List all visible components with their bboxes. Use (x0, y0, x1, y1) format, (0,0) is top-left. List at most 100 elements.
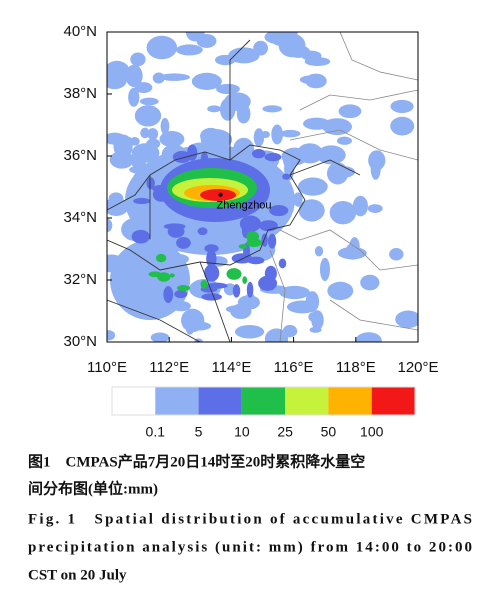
rain-cell (196, 33, 217, 48)
colorbar-box (198, 387, 242, 415)
rain-cell (194, 338, 203, 342)
rain-cell (230, 303, 252, 320)
boundaries (107, 32, 418, 342)
city-label: Zhengzhou (217, 200, 272, 212)
colorbar-label: 5 (195, 424, 203, 440)
rain-cell (327, 281, 354, 301)
rain-cell (262, 105, 283, 113)
y-tick-label: 36°N (63, 147, 97, 164)
caption-en: precipitation analysis (unit: mm) from 1… (28, 539, 472, 555)
rain-cell (304, 57, 331, 66)
x-tick-label: 114°E (211, 359, 251, 376)
rain-cell (329, 200, 357, 225)
rain-cell (390, 99, 414, 113)
rain-cell (269, 205, 289, 217)
precipitation-field (107, 32, 418, 342)
rain-cell (156, 50, 168, 58)
rain-cell (150, 332, 170, 342)
rain-cell (134, 82, 153, 94)
rain-cell (226, 268, 242, 280)
rain-cell (176, 236, 191, 249)
rain-cell (146, 177, 155, 190)
colorbar-label: 50 (321, 424, 337, 440)
rain-cell (258, 275, 278, 291)
map-frame (106, 31, 419, 343)
rain-cell (239, 215, 262, 233)
rain-cell (228, 47, 260, 64)
rain-cell (130, 52, 146, 67)
rain-cell (204, 264, 220, 282)
rain-cell (107, 330, 116, 341)
y-tick-label: 40°N (63, 23, 97, 40)
rain-cell (293, 192, 303, 207)
rain-cell (219, 98, 236, 121)
y-tick-label: 32°N (63, 271, 97, 288)
colorbar-label: 100 (360, 424, 384, 440)
rain-cell (146, 35, 178, 60)
rain-cell (246, 281, 254, 298)
x-tick-label: 112°E (149, 359, 189, 376)
colorbar-label: 10 (234, 424, 250, 440)
y-tick-label: 30°N (63, 333, 97, 350)
caption-zh: 间分布图(单位:mm) (28, 479, 158, 497)
rain-cell (160, 117, 170, 135)
rain-cell (148, 271, 162, 278)
colorbar-box (328, 387, 372, 415)
rain-cell (129, 137, 140, 146)
rain-cell (296, 143, 323, 164)
rain-cell (236, 197, 241, 209)
rain-cell (314, 246, 324, 257)
rain-cell (147, 128, 159, 140)
rain-cell (389, 248, 404, 261)
rain-cell (316, 145, 346, 165)
colorbar-box (371, 387, 415, 415)
rain-cell (172, 151, 192, 163)
rain-cell (154, 40, 165, 47)
rain-cell (264, 152, 282, 162)
rain-cell (298, 199, 325, 222)
rain-cell (139, 97, 159, 106)
rain-cell (303, 117, 331, 130)
colorbar-box (112, 387, 156, 415)
rain-cell (282, 173, 291, 180)
rain-cell (159, 257, 165, 263)
rain-cell (163, 286, 174, 303)
rain-cell (319, 257, 330, 282)
rain-cell (338, 104, 362, 119)
x-tick-label: 118°E (336, 359, 376, 376)
rain-cell (326, 162, 349, 185)
caption-en: Fig. 1 Spatial distribution of accumulat… (28, 511, 472, 527)
rain-cell (134, 105, 162, 127)
rain-cell (395, 310, 418, 329)
colorbar-label: 0.1 (146, 424, 166, 440)
rain-cell (191, 72, 222, 90)
colorbar-box (155, 387, 199, 415)
city-marker (218, 192, 223, 197)
caption-en: CST on 20 July (28, 567, 127, 583)
y-tick-label: 38°N (63, 85, 97, 102)
rain-cell (242, 276, 248, 284)
rain-cell (125, 64, 143, 88)
rain-cell (368, 150, 386, 171)
rain-cell (131, 229, 150, 244)
rain-cell (355, 332, 382, 342)
rain-cell (279, 285, 310, 300)
rain-cell (107, 64, 120, 80)
rain-cell (159, 131, 185, 148)
rain-cell (169, 273, 175, 278)
rain-cell (246, 238, 262, 248)
rain-cell (128, 87, 140, 107)
rain-cell (336, 136, 352, 145)
x-tick-label: 116°E (274, 359, 314, 376)
colorbar-frame (111, 386, 416, 416)
rain-area (200, 189, 236, 201)
rain-cell (231, 253, 253, 264)
rain-cell (214, 54, 236, 66)
x-tick-label: 120°E (397, 359, 438, 376)
rain-cell (200, 279, 208, 289)
rain-cell (311, 310, 324, 330)
rain-cell (234, 325, 265, 339)
x-tick-label: 110°E (87, 359, 127, 376)
rain-cell (204, 244, 219, 253)
